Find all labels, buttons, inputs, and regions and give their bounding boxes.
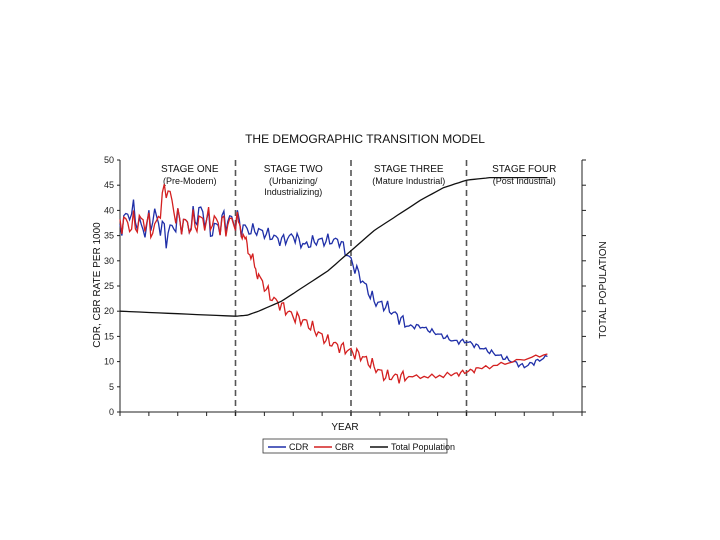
stage-subtitle: (Post Industrial) (493, 176, 556, 186)
stage-subtitle: (Mature Industrial) (372, 176, 445, 186)
legend: CDR CBR Total Population (262, 438, 455, 454)
stage-title: STAGE ONE (161, 164, 219, 175)
stage-title: STAGE TWO (264, 164, 323, 175)
legend-label: Total Population (391, 442, 455, 452)
y-tick-label: 5 (109, 382, 114, 392)
stage-title: STAGE THREE (374, 164, 444, 175)
y-tick-label: 40 (104, 205, 114, 215)
y-axis-label: CDR, CBR RATE PER 1000 (92, 222, 103, 348)
series-line-cbr (119, 184, 548, 384)
y-tick-label: 30 (104, 256, 114, 266)
y-tick-label: 45 (104, 180, 114, 190)
y-tick-label: 10 (104, 357, 114, 367)
series-line-total-population (119, 176, 548, 317)
x-axis-label: YEAR (331, 422, 358, 433)
stage-subtitle: (Urbanizing/ (269, 176, 318, 186)
y2-axis-label: TOTAL POPULATION (598, 241, 609, 338)
stage-subtitle: Industrializing) (264, 187, 322, 197)
y-tick-label: 25 (104, 281, 114, 291)
y-tick-label: 15 (104, 331, 114, 341)
stage-title: STAGE FOUR (492, 164, 556, 175)
stage-labels: STAGE ONE(Pre-Modern) STAGE TWO(Urbanizin… (161, 164, 556, 197)
y-tick-label: 35 (104, 231, 114, 241)
x-axis-ticks (119, 412, 583, 416)
y-tick-label: 0 (109, 407, 114, 417)
series-layer (119, 176, 548, 384)
stage-dividers (234, 160, 468, 420)
chart-title: THE DEMOGRAPHIC TRANSITION MODEL (245, 132, 485, 146)
stage-subtitle: (Pre-Modern) (163, 176, 217, 186)
legend-label: CBR (335, 442, 355, 452)
y-tick-label: 50 (104, 155, 114, 165)
legend-box (262, 438, 448, 454)
y-tick-label: 20 (104, 306, 114, 316)
legend-label: CDR (289, 442, 309, 452)
